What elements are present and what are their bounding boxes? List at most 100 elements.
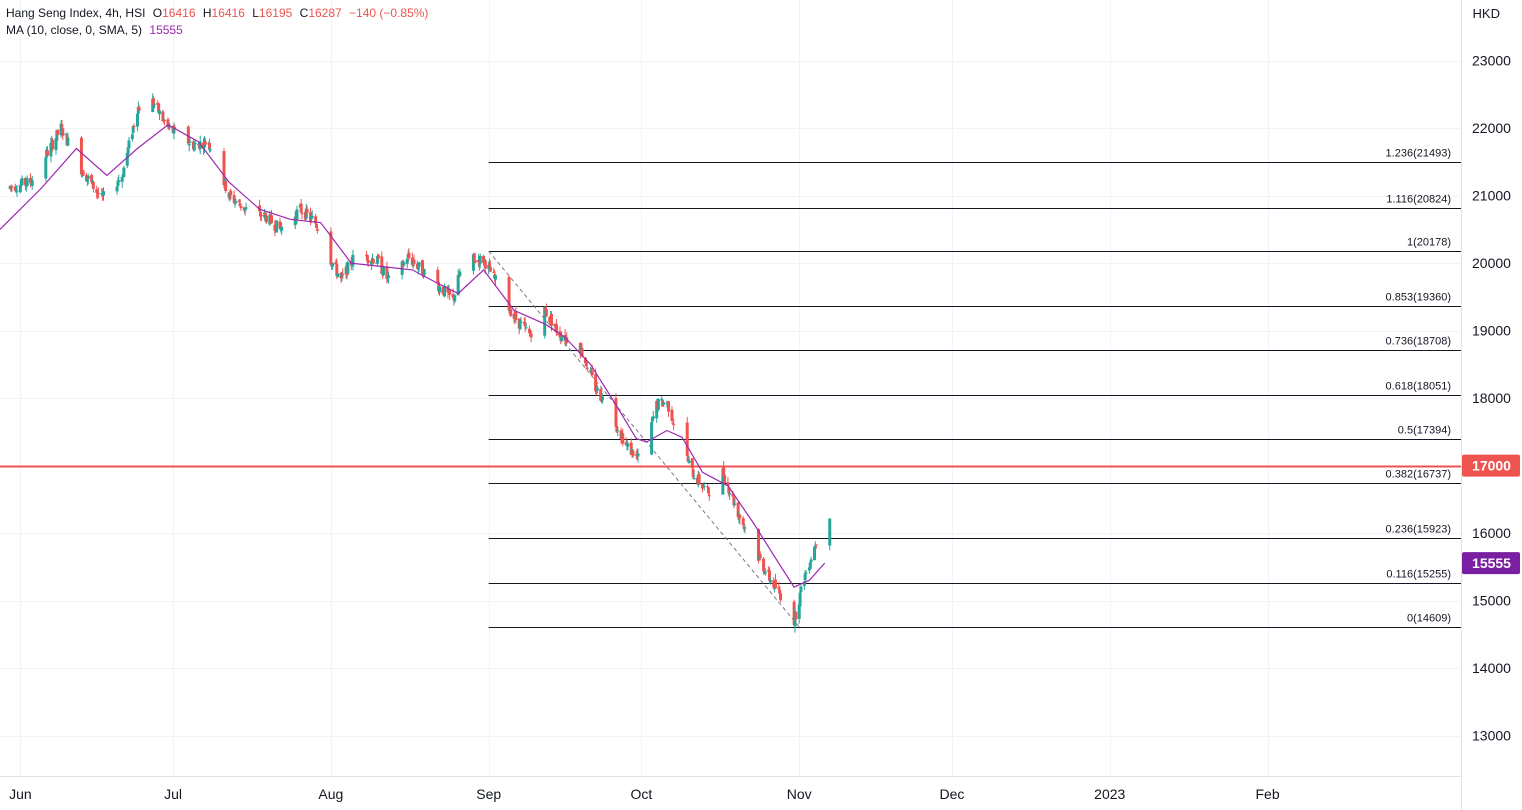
candle-body (436, 269, 440, 284)
candle-body (583, 357, 587, 363)
low-value: 16195 (258, 6, 293, 20)
candle-body (120, 177, 124, 182)
candle-body (727, 487, 731, 494)
candle (49, 137, 53, 163)
candle (385, 261, 389, 284)
fib-level-label: 0.382(16737) (1386, 469, 1451, 481)
candle (779, 589, 783, 603)
candle-body (336, 273, 340, 277)
candle-body (580, 348, 584, 356)
candle (615, 423, 619, 434)
candle (56, 129, 60, 141)
candle-body (692, 477, 696, 480)
candle-body (278, 221, 282, 229)
fib-level-label: 0.853(19360) (1386, 292, 1451, 304)
candle-body (131, 125, 135, 133)
candle (10, 184, 14, 193)
candle-body (650, 416, 654, 422)
x-tick-label: Oct (631, 786, 653, 802)
candle-body (222, 151, 226, 186)
candle (733, 500, 737, 507)
candle (102, 187, 106, 201)
fib-level-label: 0.116(15255) (1386, 569, 1451, 581)
candle-body (334, 261, 338, 265)
candle-body (407, 252, 411, 258)
candle-body (544, 309, 548, 317)
candle (743, 524, 747, 534)
candle-body (405, 258, 409, 264)
candle-body (237, 200, 241, 202)
indicator-name[interactable]: MA (10, close, 0, SMA, 5) (6, 23, 143, 37)
candle (473, 255, 477, 264)
candle-body (697, 474, 701, 484)
candle (238, 198, 242, 206)
candle-body (258, 205, 262, 212)
candle (809, 556, 813, 566)
candle (794, 610, 798, 623)
candle-body (224, 180, 228, 192)
symbol-name[interactable]: Hang Seng Index, 4h, HSI (6, 6, 146, 20)
candle-body (25, 178, 29, 187)
candle-body (812, 546, 816, 561)
candle (158, 106, 162, 121)
candle (259, 212, 263, 222)
candle-body (722, 466, 726, 477)
candle-body (314, 223, 318, 228)
candle (295, 205, 299, 224)
candle-body (721, 468, 725, 495)
grid-lines (0, 0, 1461, 776)
candle (456, 269, 460, 296)
candle (91, 181, 95, 193)
candle-body (487, 264, 491, 269)
candle (13, 183, 17, 193)
y-tick-label: 22000 (1472, 120, 1511, 136)
candle (685, 416, 689, 461)
candle (329, 227, 333, 266)
candle-body (584, 361, 588, 366)
candle (268, 210, 272, 226)
x-tick-label: Jun (9, 786, 32, 802)
candle-body (527, 328, 531, 334)
candle (492, 267, 496, 274)
fib-level-label: 1.116(20824) (1386, 194, 1451, 206)
currency-label: HKD (1472, 6, 1500, 21)
candle (621, 428, 625, 447)
candle-body (20, 178, 24, 185)
candle (732, 496, 736, 509)
candle-body (370, 260, 374, 265)
y-tick-label: 16000 (1472, 525, 1511, 541)
candle-body (172, 127, 176, 134)
candle-body (702, 485, 706, 487)
candle-body (415, 263, 419, 269)
candle-body (188, 141, 192, 143)
candle-body (376, 255, 380, 264)
candle-body (300, 212, 304, 214)
candle (778, 586, 782, 595)
candle-body (416, 267, 420, 269)
candle-body (314, 216, 318, 224)
candle-body (30, 180, 34, 186)
candle-body (773, 579, 777, 589)
candle-body (59, 123, 63, 136)
candle-body (589, 370, 593, 372)
candle-body (64, 133, 68, 136)
candle-body (763, 571, 767, 574)
level-price-tag: 17000 (1462, 454, 1520, 477)
candle-body (421, 260, 425, 275)
candle (523, 316, 527, 333)
candle-body (514, 311, 518, 320)
candle-body (208, 142, 212, 149)
candle (14, 186, 18, 193)
candle (273, 220, 277, 237)
change-value: −140 (−0.85%) (349, 6, 429, 20)
y-tick-label: 14000 (1472, 660, 1511, 676)
x-tick-label: Dec (939, 786, 964, 802)
candle (417, 261, 421, 272)
ma-price-tag: 15555 (1462, 552, 1520, 575)
candle (8, 185, 12, 191)
candle (585, 365, 589, 370)
candle-body (162, 119, 166, 121)
candle-body (626, 443, 630, 447)
y-tick-label: 19000 (1472, 323, 1511, 339)
